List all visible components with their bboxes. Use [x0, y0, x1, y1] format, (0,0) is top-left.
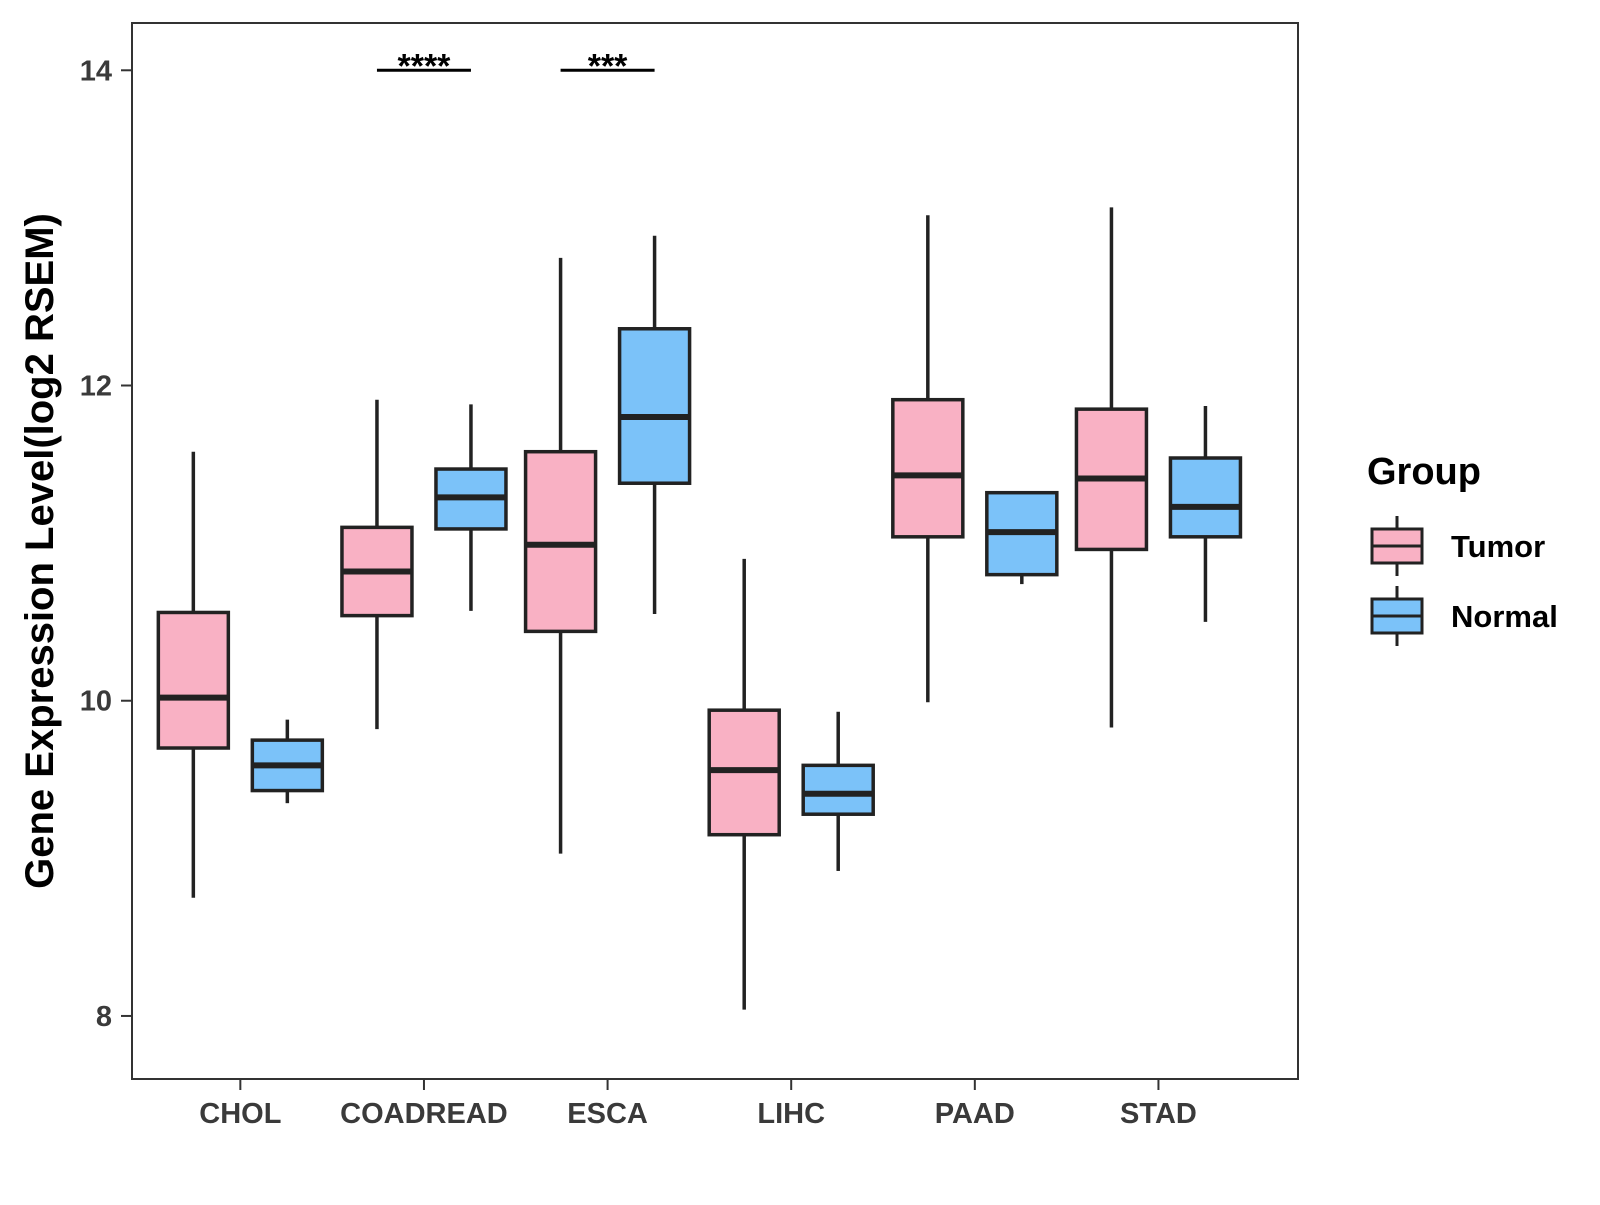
y-tick-label-12: 12: [80, 371, 112, 403]
y-tick-label-8: 8: [96, 1001, 112, 1033]
legend-title: Group: [1367, 451, 1481, 493]
box-coadread-normal: [434, 404, 508, 611]
significance-label-esca: ***: [588, 47, 628, 85]
x-tick-label-coadread: COADREAD: [340, 1098, 508, 1130]
box-body-lihc-normal: [801, 763, 875, 816]
significance-label-coadread: ****: [397, 47, 451, 85]
box-stad-normal: [1168, 405, 1243, 622]
legend-item-tumor: Tumor: [1370, 516, 1545, 576]
box-paad-tumor: [891, 215, 965, 703]
box-body-esca-tumor: [523, 449, 598, 634]
axes-layer: 8 10 12 14 CHOL COADREAD ESCA LIHC PAAD STAD: [80, 55, 1197, 1130]
box-coadread-tumor: [340, 399, 414, 730]
box-body-chol-tumor: [156, 610, 231, 750]
annotations-layer: **** ***: [376, 47, 655, 85]
x-tick-label-chol: CHOL: [199, 1098, 281, 1130]
box-chol-tumor: [156, 451, 231, 898]
box-lihc-tumor: [707, 558, 781, 1010]
box-lihc-normal: [801, 711, 875, 871]
box-esca-normal: [617, 235, 692, 615]
legend-label-tumor: Tumor: [1451, 529, 1545, 564]
legend-item-normal: Normal: [1370, 586, 1558, 646]
x-tick-label-paad: PAAD: [935, 1098, 1015, 1130]
x-tick-label-stad: STAD: [1120, 1098, 1197, 1130]
plot-panel-border: [131, 22, 1299, 1080]
box-body-stad-normal: [1168, 456, 1243, 539]
box-body-esca-normal: [617, 327, 692, 485]
box-paad-normal: [985, 490, 1059, 585]
data-marks-layer: [156, 207, 1243, 1010]
box-stad-tumor: [1074, 207, 1149, 728]
box-esca-tumor: [523, 257, 598, 854]
legend-label-normal: Normal: [1451, 599, 1558, 634]
legend: Group Tumor Normal: [1367, 451, 1558, 646]
box-chol-normal: [250, 719, 325, 804]
x-tick-label-esca: ESCA: [567, 1098, 648, 1130]
x-tick-label-lihc: LIHC: [757, 1098, 825, 1130]
y-axis-title: Gene Expression Level(log2 RSEM): [18, 213, 62, 889]
y-tick-label-14: 14: [80, 55, 112, 87]
y-tick-label-10: 10: [80, 686, 112, 718]
box-body-paad-tumor: [891, 397, 965, 539]
